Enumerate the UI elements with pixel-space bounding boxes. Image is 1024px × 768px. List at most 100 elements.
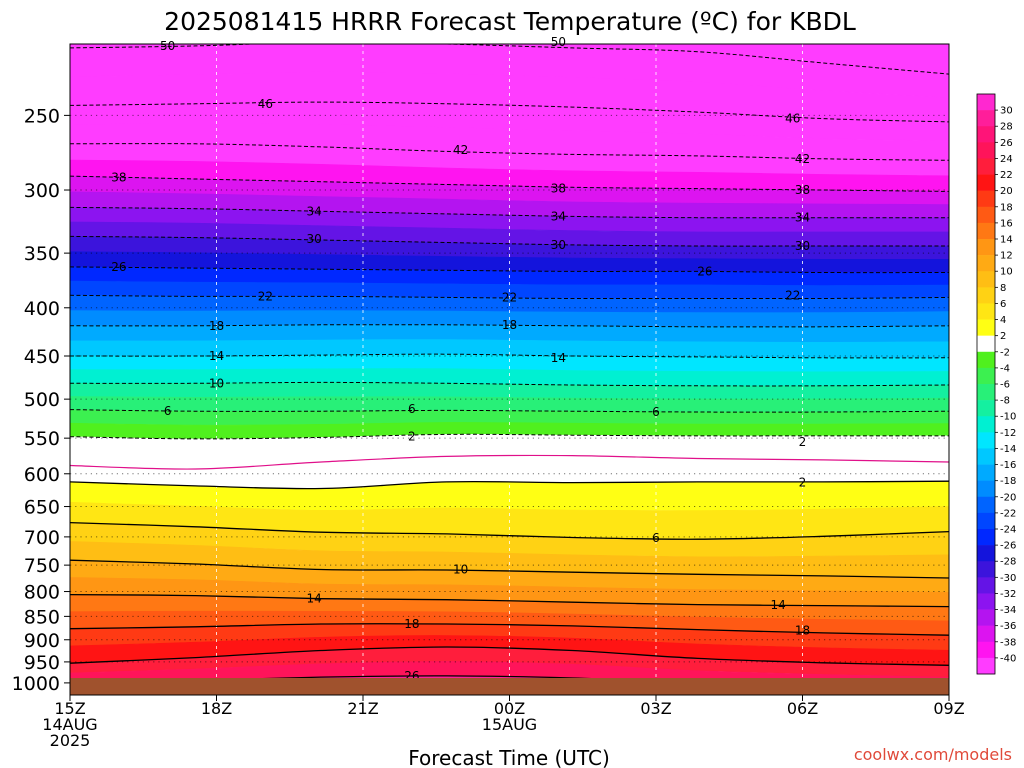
isotherm-line xyxy=(70,409,949,413)
colorbar-label: -38 xyxy=(1000,637,1016,648)
isotherm-line xyxy=(70,381,949,387)
y-tick-label: 900 xyxy=(24,630,60,652)
contour-label: 2 xyxy=(799,476,807,490)
colorbar-swatch xyxy=(977,609,995,626)
y-tick-label: 650 xyxy=(24,497,60,519)
colorbar-label: 2 xyxy=(1000,331,1006,342)
colorbar-label: -26 xyxy=(1000,541,1016,552)
contour-label: 22 xyxy=(258,289,273,303)
colorbar-label: -2 xyxy=(1000,347,1010,358)
colorbar-swatch xyxy=(977,303,995,320)
contour-label: 10 xyxy=(209,376,224,390)
colorbar-label: 12 xyxy=(1000,251,1013,262)
contour-label: 14 xyxy=(770,598,785,612)
colorbar-swatch xyxy=(977,416,995,433)
contour-label: 38 xyxy=(111,171,126,185)
contour-label: 46 xyxy=(258,97,273,111)
contour-label: 6 xyxy=(652,531,660,545)
contour-label: 6 xyxy=(652,405,660,419)
y-tick-label: 800 xyxy=(24,582,60,604)
colorbar-label: 18 xyxy=(1000,202,1013,213)
contour-label: 6 xyxy=(408,402,416,416)
colorbar-swatch xyxy=(977,432,995,449)
colorbar-swatch xyxy=(977,206,995,224)
contour-label: 2 xyxy=(799,435,807,449)
y-tick-label: 350 xyxy=(24,243,60,265)
isotherm-line xyxy=(70,623,949,636)
colorbar-label: -28 xyxy=(1000,557,1016,568)
colorbar-swatch xyxy=(977,271,995,288)
contour-label: 30 xyxy=(795,239,810,253)
colorbar-swatch xyxy=(977,593,995,610)
contour-label: 22 xyxy=(502,290,517,304)
colorbar-swatch xyxy=(977,239,995,256)
isotherm-line xyxy=(70,593,949,608)
isotherm-line xyxy=(70,646,949,666)
y-tick-label: 550 xyxy=(24,428,60,450)
colorbar-label: -16 xyxy=(1000,460,1016,471)
contour-label: 42 xyxy=(795,152,810,166)
isotherm-line xyxy=(70,235,949,247)
colorbar-label: 30 xyxy=(1000,106,1013,117)
y-tick-label: 250 xyxy=(24,105,60,127)
contour-label: 34 xyxy=(307,204,322,218)
colorbar-label: -40 xyxy=(1000,653,1016,664)
contour-label: 14 xyxy=(307,592,322,606)
colorbar-swatch xyxy=(977,222,995,240)
colorbar-label: -12 xyxy=(1000,428,1016,439)
colorbar-swatch xyxy=(977,512,995,530)
colorbar-swatch xyxy=(977,335,995,353)
isotherm-line xyxy=(70,294,949,300)
y-tick-label: 700 xyxy=(24,527,60,549)
colorbar-swatch xyxy=(977,190,995,208)
colorbar-swatch xyxy=(977,577,995,594)
temperature-band xyxy=(70,635,949,666)
colorbar-label: -24 xyxy=(1000,525,1016,536)
y-tick-label: 300 xyxy=(24,180,60,202)
x-tick-label: 15Z xyxy=(54,699,85,718)
isotherm-line xyxy=(70,266,949,274)
isotherm-line xyxy=(70,559,949,579)
contour-label: 6 xyxy=(164,404,172,418)
colorbar-swatch xyxy=(977,142,995,159)
contour-label: 18 xyxy=(795,624,810,638)
isotherm-line xyxy=(70,353,949,359)
colorbar-swatch xyxy=(977,480,995,498)
colorbar-swatch xyxy=(977,110,995,127)
contour-label: 50 xyxy=(160,39,175,53)
colorbar-swatch xyxy=(977,464,995,481)
colorbar-swatch xyxy=(977,545,995,562)
colorbar-label: -8 xyxy=(1000,396,1010,407)
contour-label: 14 xyxy=(209,349,224,363)
contour-label: 30 xyxy=(551,238,566,252)
colorbar-legend: 30 28 26 24 22 20 18 16 14 12 10 8 6 4 2 -2 -4 -6 -8 -10 -12… xyxy=(976,93,1016,675)
x-tick-label: 14AUG xyxy=(42,715,97,734)
contour-label: 38 xyxy=(795,183,810,197)
y-tick-label: 500 xyxy=(24,389,60,411)
contour-label: 18 xyxy=(404,617,419,631)
y-tick-label: 600 xyxy=(24,464,60,486)
contour-label: 34 xyxy=(795,211,810,225)
colorbar-swatch xyxy=(977,174,995,191)
y-tick-label: 400 xyxy=(24,298,60,320)
x-tick-label: 2025 xyxy=(50,731,91,750)
temperature-band xyxy=(70,159,949,192)
colorbar-label: -10 xyxy=(1000,412,1016,423)
colorbar-label: 10 xyxy=(1000,267,1013,278)
colorbar-swatch xyxy=(977,641,995,659)
colorbar-swatch xyxy=(977,496,995,514)
colorbar-label: -6 xyxy=(1000,380,1010,391)
colorbar-swatch xyxy=(977,384,995,401)
colorbar-label: 4 xyxy=(1000,315,1006,326)
colorbar-label: -34 xyxy=(1000,605,1016,616)
x-tick-label: 21Z xyxy=(347,699,378,718)
temperature-band xyxy=(70,610,949,636)
y-tick-label: 450 xyxy=(24,346,60,368)
contour-label: 46 xyxy=(785,112,800,126)
contour-label: 18 xyxy=(502,318,517,332)
temperature-band xyxy=(70,368,949,387)
contour-label: 26 xyxy=(111,260,126,274)
contour-label: 2 xyxy=(408,430,416,444)
